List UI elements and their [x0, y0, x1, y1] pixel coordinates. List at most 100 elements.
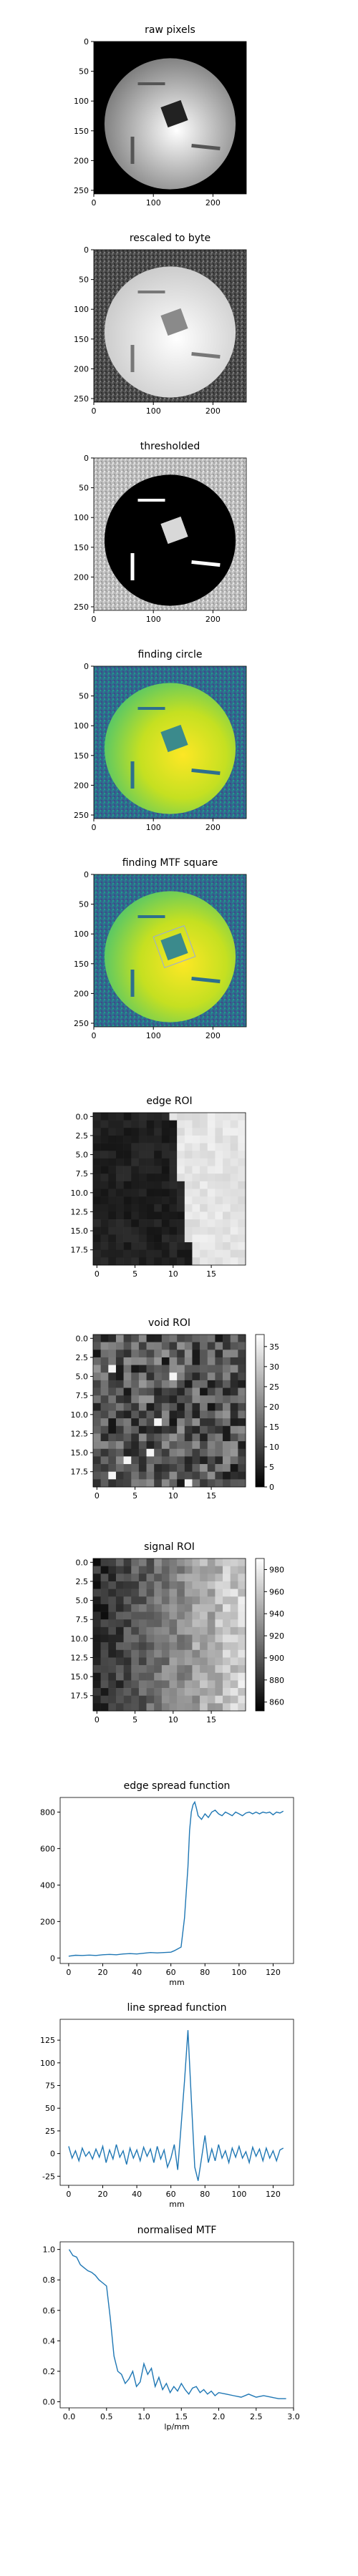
roi-pixel	[154, 1204, 162, 1212]
roi-pixel	[215, 1472, 223, 1480]
roi-pixel	[223, 1558, 231, 1566]
y-tick-label: 200	[74, 364, 89, 374]
roi-pixel	[139, 1113, 147, 1121]
roi-pixel	[139, 1388, 147, 1396]
roi-pixel	[215, 1657, 223, 1665]
roi-pixel	[131, 1456, 139, 1464]
roi-pixel	[124, 1174, 132, 1181]
roi-pixel	[108, 1433, 116, 1441]
roi-pixel	[215, 1227, 223, 1235]
roi-pixel	[223, 1456, 231, 1464]
roi-pixel	[131, 1464, 139, 1472]
roi-pixel	[215, 1395, 223, 1403]
roi-pixel	[238, 1627, 246, 1635]
roi-pixel	[185, 1365, 193, 1373]
roi-pixel	[223, 1174, 231, 1181]
roi-pixel	[139, 1589, 147, 1597]
roi-pixel	[185, 1635, 193, 1643]
roi-pixel	[177, 1342, 185, 1350]
roi-pixel	[238, 1136, 246, 1143]
roi-pixel	[223, 1257, 231, 1265]
roi-pixel	[131, 1158, 139, 1166]
roi-pixel	[116, 1642, 124, 1650]
roi-pixel	[101, 1665, 109, 1673]
roi-pixel	[162, 1211, 170, 1219]
roi-pixel	[231, 1627, 238, 1635]
roi-pixel	[147, 1113, 155, 1121]
roi-pixel	[208, 1688, 216, 1696]
roi-pixel	[170, 1128, 178, 1136]
roi-pixel	[139, 1143, 147, 1151]
roi-pixel	[124, 1219, 132, 1227]
roi-pixel	[154, 1342, 162, 1350]
roi-pixel	[200, 1335, 208, 1342]
roi-pixel	[101, 1357, 109, 1365]
chart-title: finding MTF square	[122, 857, 218, 869]
roi-pixel	[215, 1619, 223, 1627]
chart-title: rescaled to byte	[130, 233, 211, 244]
y-tick-label: 200	[74, 156, 89, 165]
roi-pixel	[147, 1388, 155, 1396]
roi-pixel	[116, 1426, 124, 1434]
roi-pixel	[231, 1136, 238, 1143]
roi-pixel	[108, 1650, 116, 1658]
roi-pixel	[185, 1158, 193, 1166]
roi-pixel	[131, 1166, 139, 1174]
roi-pixel	[215, 1250, 223, 1258]
roi-pixel	[200, 1472, 208, 1480]
roi-pixel	[170, 1418, 178, 1426]
y-tick-label: 50	[79, 484, 89, 493]
roi-pixel	[139, 1642, 147, 1650]
roi-pixel	[238, 1151, 246, 1158]
roi-pixel	[101, 1596, 109, 1604]
roi-pixel	[170, 1350, 178, 1357]
roi-pixel	[139, 1657, 147, 1665]
roi-pixel	[192, 1574, 200, 1581]
roi-pixel	[177, 1166, 185, 1174]
roi-pixel	[101, 1257, 109, 1265]
roi-pixel	[116, 1696, 124, 1704]
roi-pixel	[208, 1433, 216, 1441]
roi-pixel	[200, 1635, 208, 1643]
image-panel: 0 100 200050100150200250	[74, 870, 246, 1040]
roi-pixel	[223, 1113, 231, 1121]
roi-pixel	[192, 1204, 200, 1212]
roi-pixel	[147, 1181, 155, 1189]
roi-pixel	[116, 1113, 124, 1121]
roi-pixel	[177, 1250, 185, 1258]
roi-pixel	[223, 1403, 231, 1411]
roi-pixel	[116, 1350, 124, 1357]
roi-pixel	[208, 1558, 216, 1566]
roi-pixel	[116, 1204, 124, 1212]
roi-pixel	[139, 1250, 147, 1258]
roi-pixel	[170, 1650, 178, 1658]
roi-pixel	[139, 1380, 147, 1388]
roi-pixel	[238, 1174, 246, 1181]
roi-pixel	[223, 1449, 231, 1457]
roi-pixel	[238, 1449, 246, 1457]
roi-pixel	[192, 1433, 200, 1441]
roi-pixel	[231, 1395, 238, 1403]
roi-pixel	[177, 1627, 185, 1635]
roi-pixel	[124, 1426, 132, 1434]
colorbar-tick-label: 860	[269, 1698, 284, 1707]
roi-pixel	[101, 1372, 109, 1380]
roi-pixel	[177, 1596, 185, 1604]
roi-pixel	[93, 1665, 101, 1673]
roi-pixel	[223, 1211, 231, 1219]
roi-pixel	[200, 1680, 208, 1688]
roi-pixel	[108, 1128, 116, 1136]
roi-pixel	[238, 1181, 246, 1189]
roi-pixel	[147, 1158, 155, 1166]
roi-pixel	[200, 1342, 208, 1350]
roi-pixel	[170, 1619, 178, 1627]
roi-pixel	[177, 1589, 185, 1597]
roi-pixel	[101, 1472, 109, 1480]
roi-pixel	[101, 1227, 109, 1235]
roi-pixel	[162, 1665, 170, 1673]
roi-pixel	[147, 1136, 155, 1143]
roi-pixel	[200, 1558, 208, 1566]
roi-pixel	[177, 1566, 185, 1574]
roi-pixel	[215, 1219, 223, 1227]
roi-pixel	[208, 1627, 216, 1635]
